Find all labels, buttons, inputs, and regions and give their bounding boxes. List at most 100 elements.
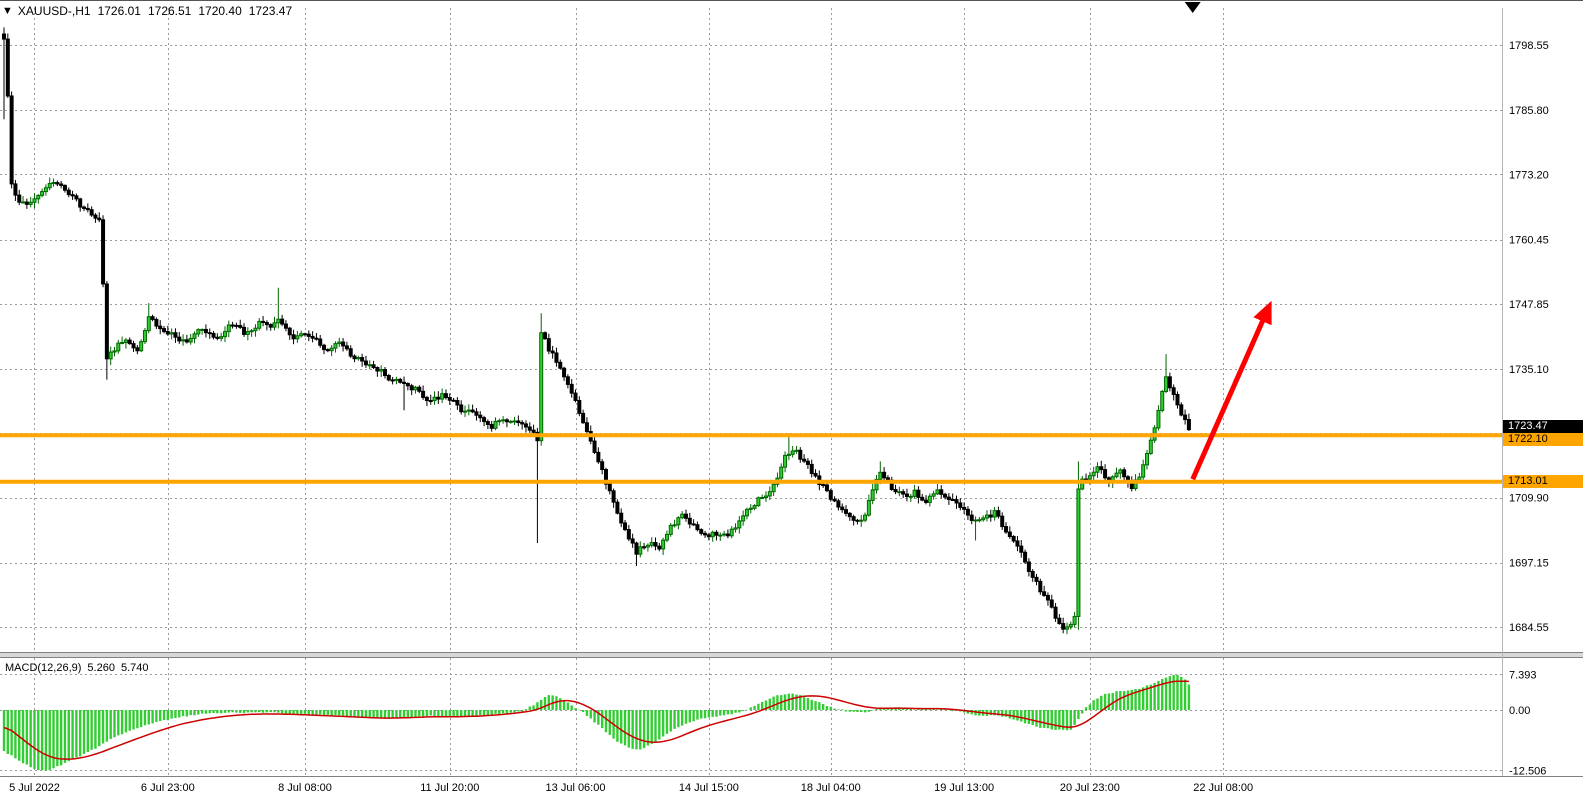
candle-body xyxy=(771,483,776,493)
candle-body xyxy=(908,495,913,498)
pane-separator[interactable] xyxy=(0,652,1583,658)
candle-body xyxy=(230,324,235,327)
time-axis[interactable]: 5 Jul 2022 6 Jul 23:00 8 Jul 08:00 11 Jul 2… xyxy=(9,782,1253,794)
candle-body xyxy=(405,382,410,387)
candle-body xyxy=(97,217,102,221)
candle-body xyxy=(527,426,532,431)
candle-body xyxy=(40,191,45,196)
candle-body xyxy=(706,534,711,538)
candle-body xyxy=(779,466,784,479)
candle-body xyxy=(962,506,967,510)
candle-body xyxy=(645,544,650,548)
candle-body xyxy=(139,341,144,352)
time-axis-label: 19 Jul 13:00 xyxy=(934,782,994,794)
candle-body xyxy=(805,460,810,465)
candle-body xyxy=(367,364,372,367)
candle-body xyxy=(108,351,113,360)
candle-body xyxy=(1072,615,1077,625)
candle-body xyxy=(1095,466,1100,473)
candle-body xyxy=(520,422,525,425)
candle-body xyxy=(493,420,498,429)
candle-body xyxy=(62,184,67,191)
candle-body xyxy=(485,421,490,425)
quote-low: 1720.40 xyxy=(198,4,242,18)
candle-body xyxy=(1183,414,1188,421)
candle-body xyxy=(1019,545,1024,553)
candle-body xyxy=(302,333,307,336)
candle-body xyxy=(554,352,559,363)
price-axis[interactable]: 1798.55 1785.80 1773.20 1760.45 1747.85 1735.… xyxy=(1509,40,1549,634)
candle-body xyxy=(813,472,818,477)
candle-body xyxy=(276,318,281,324)
candle-body xyxy=(912,489,917,497)
candle-body xyxy=(13,183,18,196)
candle-body xyxy=(474,411,479,416)
candle-body xyxy=(379,369,384,372)
candle-body xyxy=(859,519,864,522)
candle-body xyxy=(943,493,948,498)
candle-body xyxy=(348,348,353,357)
candle-body xyxy=(1053,606,1058,619)
candle-body xyxy=(55,182,60,185)
macd-axis[interactable]: 7.393 0.00 -12.506 xyxy=(1509,669,1546,777)
candle-body xyxy=(443,393,448,399)
candle-body xyxy=(783,454,788,468)
collapse-triangle-icon[interactable]: ▼ xyxy=(2,5,13,17)
candle-body xyxy=(280,318,285,325)
candle-body xyxy=(592,440,597,453)
candle-body xyxy=(158,325,163,330)
price-axis-label: 1697.15 xyxy=(1509,558,1549,570)
candle-body xyxy=(89,209,94,216)
candle-body xyxy=(352,355,357,360)
chart-shift-marker[interactable] xyxy=(1184,2,1201,13)
trend-arrow[interactable] xyxy=(1190,300,1272,481)
candle-body xyxy=(1026,561,1031,572)
candle-body xyxy=(874,478,879,491)
candle-body xyxy=(32,198,37,203)
candle-body xyxy=(344,345,349,350)
candle-body xyxy=(383,369,387,377)
candle-body xyxy=(363,360,368,366)
candle-body xyxy=(543,332,548,340)
candle-body xyxy=(375,366,380,372)
candle-body xyxy=(668,524,673,535)
candle-body xyxy=(683,513,688,519)
time-axis-label: 11 Jul 20:00 xyxy=(420,782,479,794)
time-axis-label: 18 Jul 04:00 xyxy=(801,782,861,794)
candle-body xyxy=(59,183,64,186)
candle-body xyxy=(306,333,311,337)
candle-body xyxy=(863,514,868,521)
candle-body xyxy=(203,328,208,334)
candle-body xyxy=(112,350,117,353)
candle-body xyxy=(569,383,574,394)
time-axis-label: 8 Jul 08:00 xyxy=(278,782,332,794)
candle-body xyxy=(28,201,33,205)
candle-body xyxy=(638,546,643,555)
candle-body xyxy=(398,378,403,383)
macd-axis-label: -12.506 xyxy=(1509,765,1546,777)
candle-body xyxy=(2,33,6,40)
candle-body xyxy=(162,328,167,333)
candle-body xyxy=(436,396,441,400)
candle-body xyxy=(1141,464,1146,478)
quote-close: 1723.47 xyxy=(248,4,293,18)
candle-body xyxy=(935,489,940,495)
candle-body xyxy=(828,490,833,500)
candle-body xyxy=(508,420,513,423)
candle-body xyxy=(581,412,586,424)
hline-price-tag-upper: 1722.10 xyxy=(1503,433,1583,446)
candle-body xyxy=(790,450,795,455)
candle-body xyxy=(291,334,296,340)
candle-body xyxy=(703,532,708,536)
macd-signal-line xyxy=(3,680,1189,760)
candle-body xyxy=(177,336,182,342)
candle-body xyxy=(1015,540,1020,547)
candle-body xyxy=(135,347,140,352)
candle-body xyxy=(965,508,970,516)
candle-body xyxy=(504,419,509,423)
candle-body xyxy=(226,324,231,333)
candle-body xyxy=(733,527,738,530)
candle-body xyxy=(51,182,56,185)
candle-body xyxy=(9,95,14,185)
